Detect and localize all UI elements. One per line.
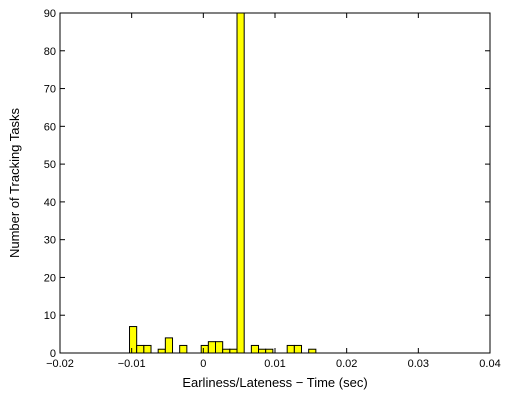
bar (265, 348, 274, 354)
y-tick-label: 0 (50, 348, 56, 360)
bar (308, 348, 317, 354)
x-tick-label: 0.01 (264, 358, 285, 370)
y-tick-label: 50 (44, 159, 56, 171)
plot-frame (59, 12, 491, 354)
x-tick-label: −0.02 (46, 358, 74, 370)
bar (136, 344, 145, 354)
y-tick-label: 60 (44, 121, 56, 133)
y-tick-label: 20 (44, 272, 56, 284)
y-tick-label: 30 (44, 235, 56, 247)
y-tick-label: 10 (44, 310, 56, 322)
bar (157, 348, 166, 354)
x-tick-label: −0.01 (118, 358, 146, 370)
bar (215, 341, 224, 354)
x-axis-label: Earliness/Lateness − Time (sec) (182, 375, 367, 390)
x-tick-label: 0.03 (408, 358, 429, 370)
bar (258, 348, 267, 354)
bar (286, 344, 295, 354)
bar (179, 344, 188, 354)
y-tick-label: 80 (44, 46, 56, 58)
bar (200, 344, 209, 354)
x-tick-label: 0 (200, 358, 206, 370)
bar (250, 344, 260, 354)
y-tick-label: 90 (44, 8, 56, 20)
bar (293, 344, 303, 354)
bar (207, 341, 217, 354)
y-axis-label: Number of Tracking Tasks (7, 107, 22, 258)
x-tick-label: 0.04 (479, 358, 500, 370)
bar (129, 326, 138, 354)
bar (222, 348, 231, 354)
x-tick-label: 0.02 (336, 358, 357, 370)
y-tick-label: 40 (44, 197, 56, 209)
bar (164, 337, 174, 354)
bar (236, 12, 245, 354)
bar (229, 348, 238, 354)
y-tick-label: 70 (44, 84, 56, 96)
bar (143, 344, 152, 354)
